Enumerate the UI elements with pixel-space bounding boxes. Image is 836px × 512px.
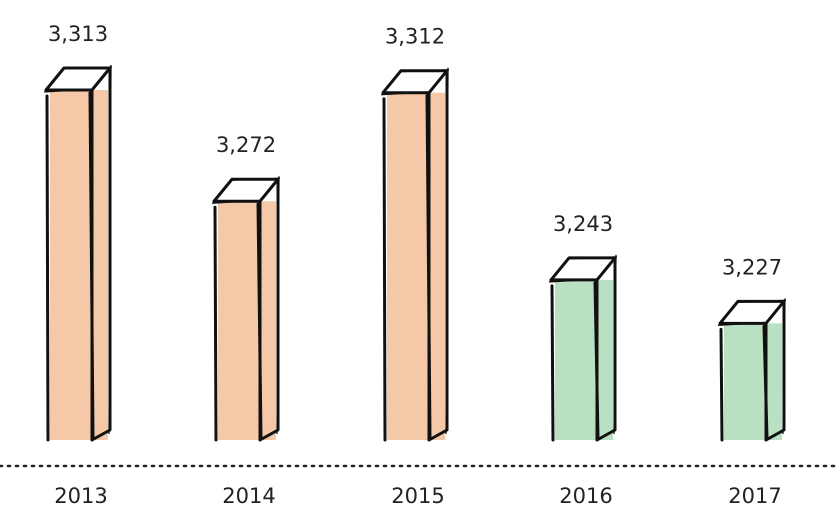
bar-sketch [211, 176, 281, 435]
x-tick-label: 2013 [54, 484, 107, 508]
value-label: 3,312 [385, 25, 445, 49]
value-label: 3,227 [722, 255, 782, 279]
bar [555, 279, 613, 440]
bar [387, 92, 445, 440]
x-tick-label: 2017 [728, 484, 781, 508]
value-label: 3,272 [216, 133, 276, 157]
bar-sketch [717, 298, 787, 435]
bar-sketch [43, 64, 113, 435]
x-tick-label: 2016 [559, 484, 612, 508]
value-label: 3,243 [553, 212, 613, 236]
bar-sketch [380, 67, 450, 435]
bar [724, 323, 782, 440]
value-label: 3,313 [48, 22, 108, 46]
bar [218, 201, 276, 440]
x-tick-label: 2015 [391, 484, 444, 508]
bar [50, 90, 108, 440]
bar-sketch [548, 254, 618, 435]
x-tick-label: 2014 [222, 484, 275, 508]
